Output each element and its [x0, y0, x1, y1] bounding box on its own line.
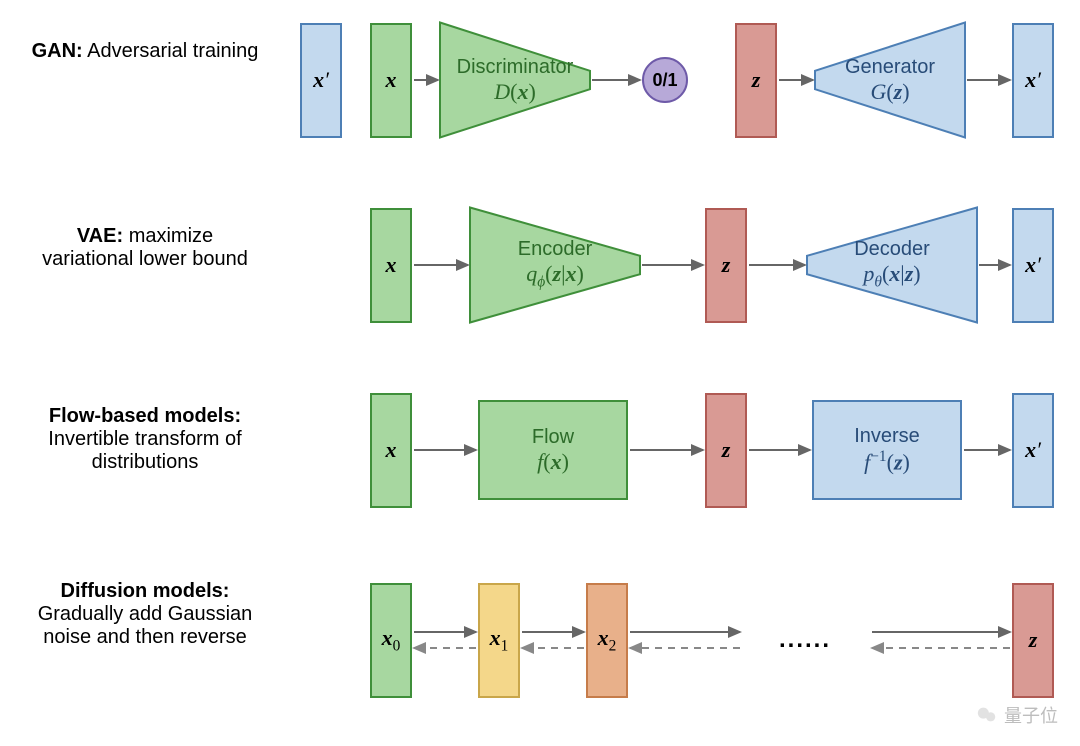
row-label-rest: Gradually add Gaussian noise and then re…	[38, 603, 253, 648]
gan-01-text: 0/1	[652, 70, 677, 91]
gan-x: x	[370, 23, 412, 138]
gan-x-label: x	[386, 67, 397, 93]
gan-disc-name: Discriminator	[457, 56, 574, 79]
row-label-3: Diffusion models:Gradually add Gaussian …	[30, 580, 260, 649]
diff-z-label: z	[1029, 627, 1038, 653]
vae-xprime-label: x′	[1025, 252, 1041, 278]
diff-x1: x1	[478, 583, 520, 698]
gan-z-label: z	[752, 67, 761, 93]
gan-z: z	[735, 23, 777, 138]
watermark-text: 量子位	[1004, 702, 1058, 728]
vae-dec-name: Decoder	[854, 238, 930, 261]
row-label-rest: maximize variational lower bound	[42, 225, 248, 270]
row-label-bold: Flow-based models:	[49, 405, 241, 427]
flow-x: x	[370, 393, 412, 508]
diff-x0-label: x0	[382, 625, 401, 655]
flow-inv: Inversef−1(z)	[812, 400, 962, 500]
row-label-2: Flow-based models:Invertible transform o…	[30, 405, 260, 474]
diff-x2-label: x2	[598, 625, 617, 655]
flow-x-label: x	[386, 437, 397, 463]
diff-x0: x0	[370, 583, 412, 698]
diff-dots: ......	[765, 626, 845, 654]
diff-x1-label: x1	[490, 625, 509, 655]
vae-dec-label-wrap: Decoderpθ(x|z)	[807, 208, 977, 323]
vae-z-label: z	[722, 252, 731, 278]
gan-gen-label-wrap: GeneratorG(z)	[815, 23, 965, 138]
vae-z: z	[705, 208, 747, 323]
flow-inv-math: f−1(z)	[864, 448, 910, 475]
row-label-bold: Diffusion models:	[61, 580, 230, 602]
row-label-bold: VAE:	[77, 225, 123, 247]
gan-xprime-in: x′	[300, 23, 342, 138]
gan-gen-name: Generator	[845, 56, 935, 79]
diff-z: z	[1012, 583, 1054, 698]
vae-enc-name: Encoder	[518, 238, 593, 261]
watermark: 量子位	[976, 702, 1058, 728]
flow-f-name: Flow	[532, 426, 574, 449]
row-label-bold: GAN:	[32, 40, 83, 62]
row-label-0: GAN: Adversarial training	[30, 40, 260, 63]
gan-xprime-out: x′	[1012, 23, 1054, 138]
flow-z-label: z	[722, 437, 731, 463]
row-label-rest: Invertible transform of distributions	[48, 428, 241, 473]
diff-x2: x2	[586, 583, 628, 698]
flow-xprime: x′	[1012, 393, 1054, 508]
flow-inv-name: Inverse	[854, 425, 920, 448]
gan-disc-label-wrap: DiscriminatorD(x)	[440, 23, 590, 138]
vae-enc-label-wrap: Encoderqϕ(z|x)	[470, 208, 640, 323]
flow-z: z	[705, 393, 747, 508]
gan-01: 0/1	[642, 57, 688, 103]
row-label-1: VAE: maximize variational lower bound	[30, 225, 260, 271]
flow-f-math: f(x)	[537, 449, 569, 475]
flow-f: Flowf(x)	[478, 400, 628, 500]
vae-enc-math: qϕ(z|x)	[526, 261, 584, 291]
gan-gen-math: G(z)	[870, 79, 909, 105]
wechat-icon	[976, 704, 998, 726]
gan-xprime-out-label: x′	[1025, 67, 1041, 93]
vae-x: x	[370, 208, 412, 323]
vae-dec-math: pθ(x|z)	[863, 261, 920, 291]
gan-xprime-in-label: x′	[313, 67, 329, 93]
row-label-rest: Adversarial training	[83, 40, 259, 62]
gan-disc-math: D(x)	[494, 79, 536, 105]
flow-xprime-label: x′	[1025, 437, 1041, 463]
vae-xprime: x′	[1012, 208, 1054, 323]
vae-x-label: x	[386, 252, 397, 278]
